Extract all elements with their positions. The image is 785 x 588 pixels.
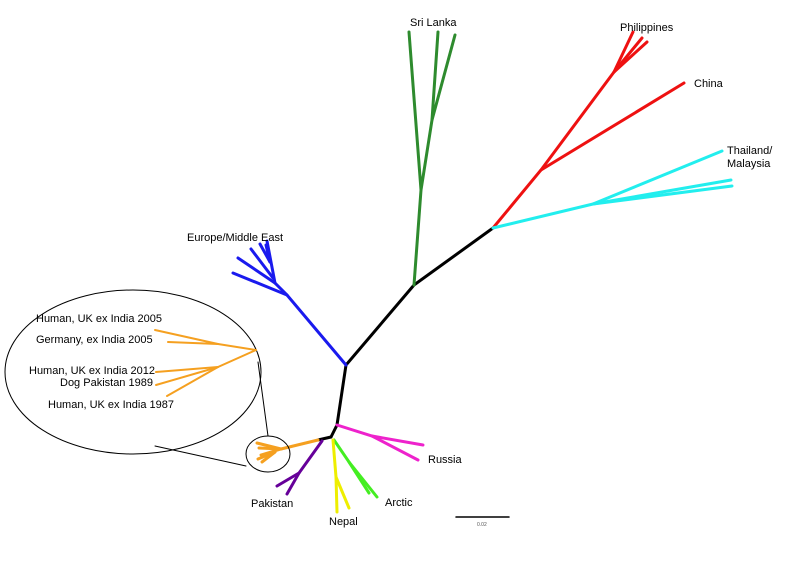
inset-tree [154, 329, 257, 397]
label-europe-middle-east: Europe/Middle East [187, 232, 283, 244]
label-nepal: Nepal [329, 516, 358, 528]
label-thailand-line1: Thailand/ [727, 145, 773, 157]
inset-taxon-label: Human, UK ex India 2012 [29, 365, 155, 377]
inset-taxon-label: Germany, ex India 2005 [36, 334, 153, 346]
clade-thailand-malaysia [491, 149, 734, 230]
clade-pakistan [275, 439, 324, 496]
inset-taxon-label: Human, UK ex India 2005 [36, 313, 162, 325]
clade-arctic [332, 438, 379, 499]
clade-nepal [331, 438, 351, 514]
scale-bar-label: 0.02 [477, 522, 487, 528]
label-arctic: Arctic [385, 497, 413, 509]
inset-connector-upper [257, 361, 269, 437]
clade-india [255, 438, 320, 464]
inset-callout [4, 289, 291, 473]
clade-philippines-china [491, 30, 686, 230]
clade-sri-lanka [407, 30, 457, 287]
inset-large-ellipse [4, 289, 262, 455]
label-thailand-line2: Malaysia [727, 158, 771, 170]
label-pakistan: Pakistan [251, 498, 293, 510]
label-philippines: Philippines [620, 22, 674, 34]
inset-connector-lower [154, 445, 247, 467]
label-china: China [694, 78, 724, 90]
label-sri-lanka: Sri Lanka [410, 17, 457, 29]
label-russia: Russia [428, 454, 463, 466]
inset-taxon-label: Dog Pakistan 1989 [60, 377, 153, 389]
inset-taxon-label: Human, UK ex India 1987 [48, 399, 174, 411]
clade-russia [335, 423, 425, 462]
clade-europe-middle-east [231, 239, 348, 367]
backbone-branches [316, 226, 495, 442]
